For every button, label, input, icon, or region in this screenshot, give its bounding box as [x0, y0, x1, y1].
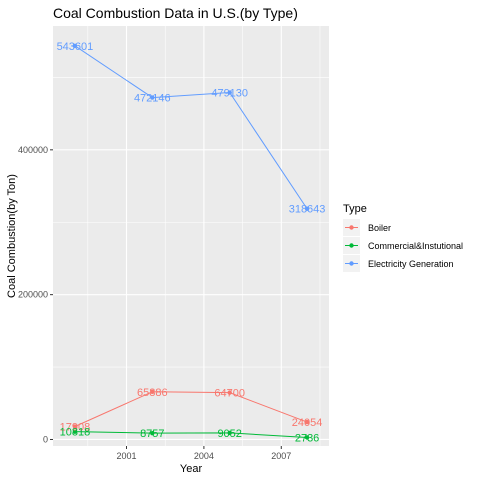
- data-label: 10818: [60, 427, 91, 439]
- plot-panel: [53, 26, 329, 446]
- data-label: 8757: [140, 428, 164, 440]
- y-axis-title: Coal Combustion(by Ton): [6, 174, 18, 298]
- y-axis: 0 200000 400000: [18, 145, 53, 444]
- x-axis-title: Year: [180, 463, 203, 475]
- y-tick-label: 0: [43, 434, 48, 444]
- chart-title: Coal Combustion Data in U.S.(by Type): [53, 5, 298, 21]
- data-point: [150, 430, 155, 436]
- legend: Type Boiler Commercial&Instutional Electri…: [343, 203, 463, 272]
- x-tick-label: 2007: [271, 451, 291, 461]
- y-tick-label: 200000: [18, 290, 48, 300]
- data-label: 318643: [289, 204, 326, 216]
- legend-key-point: [349, 261, 354, 266]
- series-line-1: [74, 431, 308, 438]
- legend-key-point: [349, 243, 354, 248]
- data-point: [227, 390, 232, 395]
- legend-label: Commercial&Instutional: [368, 241, 463, 251]
- data-point: [72, 429, 78, 434]
- legend-key-point: [349, 225, 354, 230]
- y-tick-label: 400000: [18, 145, 48, 155]
- data-point: [150, 389, 155, 394]
- data-label: 472146: [134, 93, 171, 105]
- data-labels: 17908 65886 64700 24054 10818 8757 9052 2736 543…: [57, 41, 326, 445]
- data-point: [304, 206, 310, 211]
- x-axis: 2001 2004 2007: [116, 446, 291, 461]
- legend-label: Boiler: [368, 223, 391, 233]
- x-tick-label: 2004: [194, 451, 214, 461]
- series-line-0: [74, 391, 308, 427]
- data-point: [304, 419, 310, 425]
- data-label: 2736: [295, 433, 319, 445]
- data-point: [227, 90, 232, 95]
- data-point: [304, 435, 310, 440]
- data-point: [72, 43, 78, 49]
- data-label: 64700: [214, 388, 245, 400]
- series-layer: [72, 43, 310, 440]
- series-line-2: [74, 45, 308, 210]
- grid-minor: [53, 26, 329, 446]
- legend-label: Electricity Generation: [368, 259, 454, 269]
- data-label: 17908: [60, 422, 91, 434]
- data-label: 65886: [137, 387, 168, 399]
- grid-major: [53, 26, 329, 446]
- x-tick-label: 2001: [116, 451, 136, 461]
- data-label: 479130: [211, 88, 248, 100]
- data-label: 543601: [57, 41, 94, 53]
- data-point: [150, 95, 155, 100]
- data-label: 24054: [292, 417, 323, 429]
- legend-title: Type: [343, 203, 367, 215]
- data-label: 9052: [217, 428, 241, 440]
- data-point: [227, 430, 232, 436]
- data-point: [72, 424, 78, 429]
